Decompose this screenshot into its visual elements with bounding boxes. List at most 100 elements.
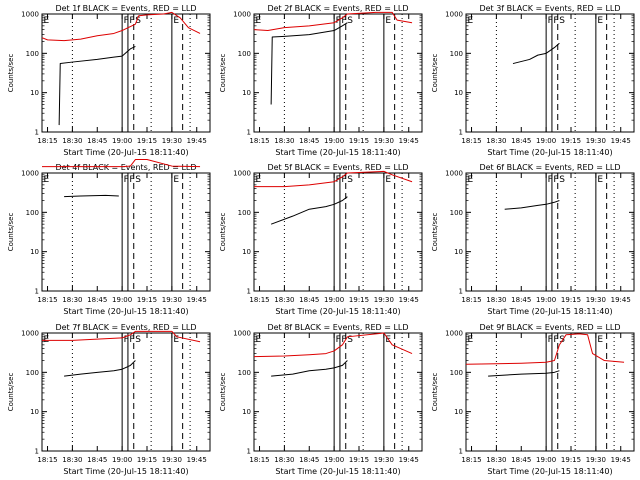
x-tick-label: 19:30 <box>374 456 394 464</box>
x-tick-label: 18:15 <box>461 456 481 464</box>
event-marker-label: E <box>597 175 603 185</box>
y-tick-label: 1000 <box>233 170 251 178</box>
y-tick-label: 1 <box>459 448 463 456</box>
plot-frame <box>41 172 211 292</box>
series-line-events <box>504 200 560 210</box>
x-tick-label: 19:15 <box>561 456 581 464</box>
y-axis-label: Counts/sec <box>7 54 15 93</box>
x-tick-label: 19:15 <box>137 137 157 145</box>
chart-title: Det 2f BLACK = Events, RED = LLD <box>267 4 408 13</box>
y-tick-label: 1 <box>459 129 463 137</box>
x-tick-label: 19:00 <box>536 296 556 304</box>
event-marker-label: E <box>173 175 179 185</box>
x-tick-label: 19:15 <box>137 456 157 464</box>
series-line-events <box>270 22 348 105</box>
x-tick-label: 18:30 <box>486 137 506 145</box>
x-tick-label: 18:15 <box>37 137 57 145</box>
event-marker-label: E <box>173 335 179 345</box>
chart-panel: Det 1f BLACK = Events, RED = LLD Counts/s… <box>7 4 211 157</box>
series-line-events <box>488 370 560 377</box>
x-tick-label: 19:15 <box>349 137 369 145</box>
x-tick-label: 18:15 <box>37 296 57 304</box>
event-marker-label: F <box>553 335 558 345</box>
series-line-lld <box>254 170 413 188</box>
series-line-lld <box>465 333 625 365</box>
event-marker-label: E <box>173 16 179 26</box>
x-tick-label: 19:15 <box>561 137 581 145</box>
event-marker-label: F <box>553 175 558 185</box>
x-tick-label: 19:00 <box>324 137 344 145</box>
chart-title: Det 1f BLACK = Events, RED = LLD <box>55 4 196 13</box>
series-line-events <box>270 196 348 225</box>
chart-title: Det 5f BLACK = Events, RED = LLD <box>267 163 408 172</box>
x-tick-label: 19:45 <box>611 137 631 145</box>
x-tick-label: 19:00 <box>536 137 556 145</box>
y-tick-label: 100 <box>238 50 251 58</box>
plot-frame <box>253 332 423 452</box>
x-tick-label: 19:45 <box>187 456 207 464</box>
series-line-lld <box>41 11 201 42</box>
event-marker-label: F <box>124 175 129 185</box>
chart-panel: Det 2f BLACK = Events, RED = LLD Counts/s… <box>219 4 423 157</box>
x-tick-label: 19:00 <box>536 456 556 464</box>
event-marker-label: F <box>336 16 341 26</box>
chart-panel: Det 4f BLACK = Events, RED = LLD Counts/s… <box>7 159 211 316</box>
x-tick-label: 18:45 <box>511 456 531 464</box>
event-marker-label: F <box>341 335 346 345</box>
x-axis-label: Start Time (20-Jul-15 18:11:40) <box>275 148 400 157</box>
x-tick-label: 19:45 <box>399 137 419 145</box>
x-axis-label: Start Time (20-Jul-15 18:11:40) <box>275 467 400 476</box>
plot-frame <box>41 13 211 133</box>
event-marker-label: E <box>44 175 50 185</box>
y-tick-label: 1 <box>247 288 251 296</box>
y-tick-label: 1000 <box>233 11 251 19</box>
event-marker-label: E <box>256 335 262 345</box>
event-marker-label: S <box>559 16 565 26</box>
x-axis-label: Start Time (20-Jul-15 18:11:40) <box>275 307 400 316</box>
chart-panel: Det 7f BLACK = Events, RED = LLD Counts/s… <box>7 323 211 476</box>
x-tick-label: 18:30 <box>62 137 82 145</box>
x-tick-label: 18:45 <box>87 456 107 464</box>
event-marker-label: E <box>385 16 391 26</box>
y-tick-label: 1 <box>35 129 39 137</box>
event-marker-label: F <box>548 335 553 345</box>
y-tick-label: 1000 <box>21 11 39 19</box>
y-tick-label: 1 <box>35 448 39 456</box>
x-tick-label: 18:45 <box>511 296 531 304</box>
y-tick-label: 100 <box>450 369 463 377</box>
chart-title: Det 9f BLACK = Events, RED = LLD <box>479 323 620 332</box>
x-tick-label: 18:30 <box>62 456 82 464</box>
plot-frame <box>41 332 211 452</box>
x-tick-label: 19:45 <box>399 296 419 304</box>
x-tick-label: 19:15 <box>349 296 369 304</box>
y-tick-label: 1 <box>459 288 463 296</box>
event-marker-label: F <box>336 175 341 185</box>
series-line-lld <box>253 11 413 32</box>
y-tick-label: 1000 <box>21 170 39 178</box>
event-marker-label: F <box>124 16 129 26</box>
x-tick-label: 18:30 <box>274 137 294 145</box>
series-line-events <box>64 194 119 198</box>
chart-title: Det 3f BLACK = Events, RED = LLD <box>479 4 620 13</box>
y-axis-label: Counts/sec <box>431 54 439 93</box>
y-tick-label: 1 <box>247 448 251 456</box>
y-tick-label: 10 <box>454 89 463 97</box>
x-tick-label: 18:15 <box>249 137 269 145</box>
event-marker-label: F <box>548 175 553 185</box>
series-line-events <box>64 360 136 377</box>
event-marker-label: F <box>341 16 346 26</box>
plot-frame <box>465 332 635 452</box>
x-tick-label: 18:45 <box>299 137 319 145</box>
event-marker-label: E <box>44 16 50 26</box>
event-marker-label: E <box>468 16 474 26</box>
y-tick-label: 10 <box>454 408 463 416</box>
chart-panel: Det 5f BLACK = Events, RED = LLD Counts/s… <box>219 163 423 316</box>
x-tick-label: 19:45 <box>611 296 631 304</box>
x-tick-label: 18:15 <box>461 137 481 145</box>
x-tick-label: 19:00 <box>324 296 344 304</box>
event-marker-label: E <box>468 175 474 185</box>
event-marker-label: F <box>336 335 341 345</box>
event-marker-label: E <box>597 16 603 26</box>
chart-panel: Det 9f BLACK = Events, RED = LLD Counts/s… <box>431 323 635 476</box>
